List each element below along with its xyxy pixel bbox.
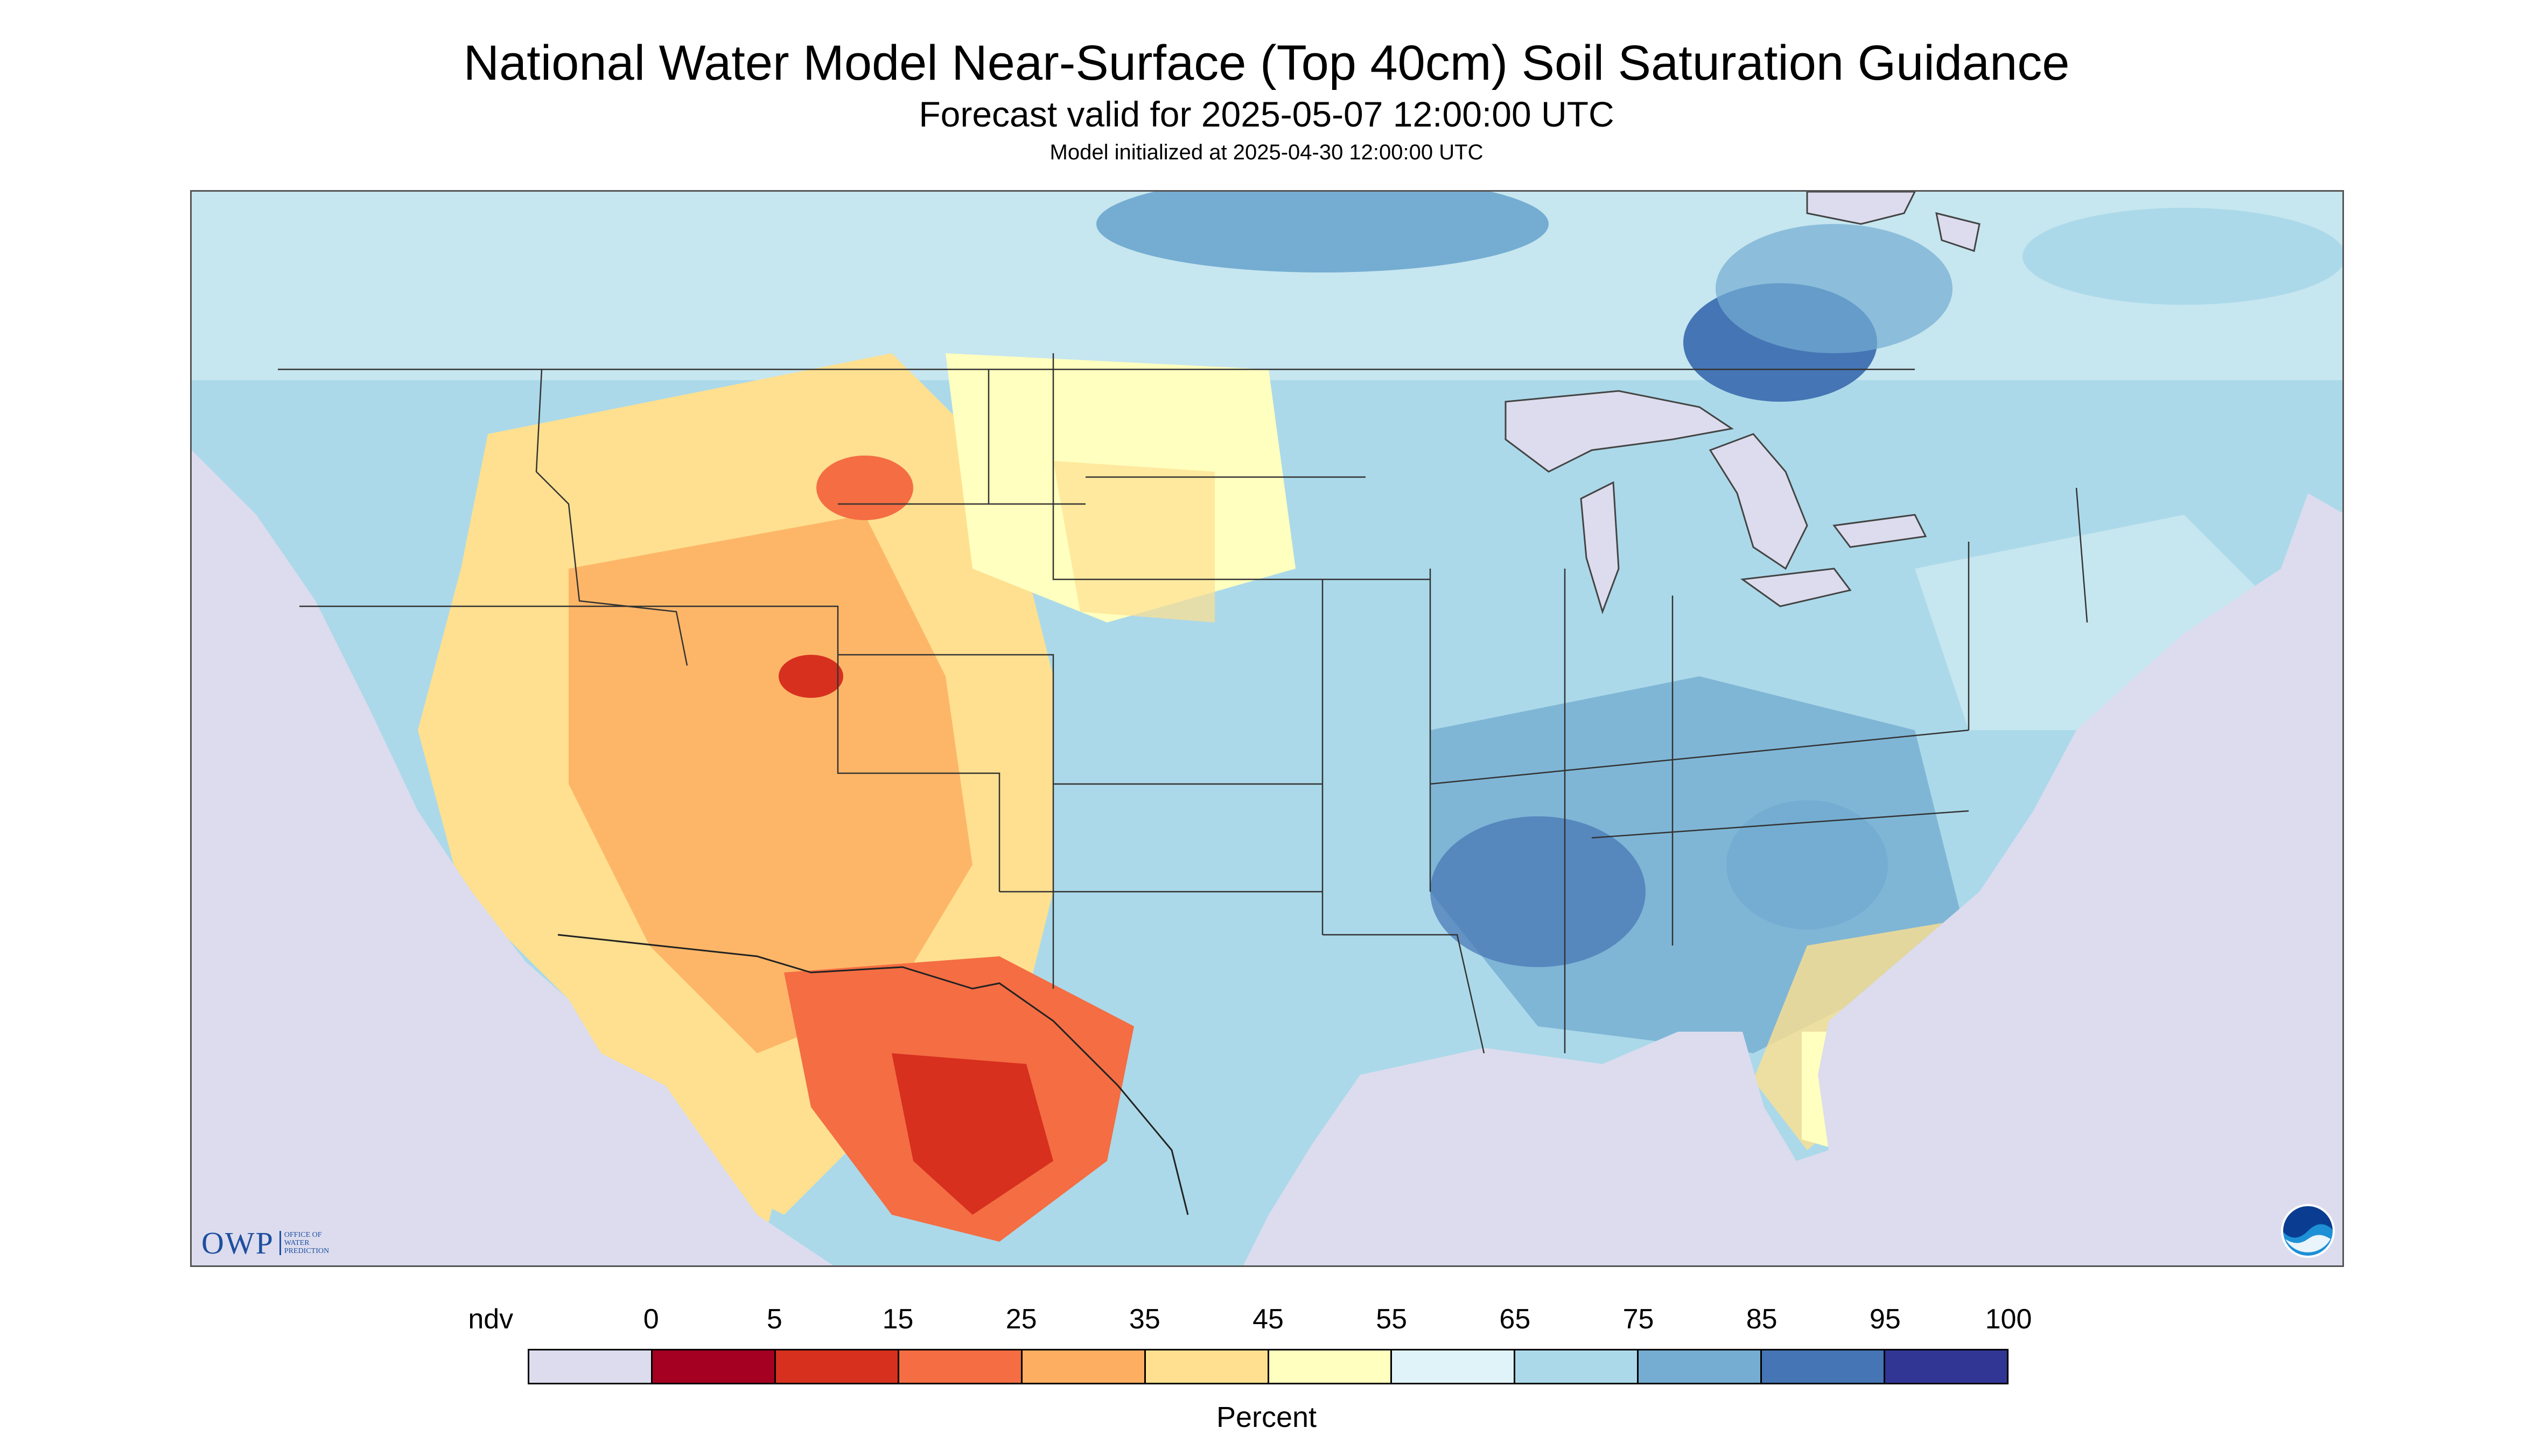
map-title: National Water Model Near-Surface (Top 4… — [463, 36, 2070, 90]
us-mexico-border — [557, 934, 1189, 1215]
legend-swatch — [1639, 1350, 1762, 1383]
color-legend-bar — [528, 1349, 2009, 1384]
map-canvas: OWP OFFICE OF WATER PREDICTION — [192, 192, 2342, 1265]
legend-tick-label: 5 — [766, 1304, 782, 1335]
legend-swatch — [775, 1350, 899, 1383]
forecast-valid-time: Forecast valid for 2025-05-07 12:00:00 U… — [919, 94, 1614, 134]
owp-logo: OWP OFFICE OF WATER PREDICTION — [201, 1225, 329, 1261]
great-lakes — [1505, 192, 1981, 614]
legend-swatch — [1885, 1350, 2007, 1383]
legend-swatch — [529, 1350, 653, 1383]
legend-tick-label: ndv — [468, 1304, 514, 1335]
legend-tick-label: 65 — [1499, 1304, 1531, 1335]
legend-tick-label: 95 — [1869, 1304, 1901, 1335]
legend-swatch — [1515, 1350, 1639, 1383]
owp-logo-text: OWP — [201, 1226, 274, 1261]
legend-tick-label: 25 — [1005, 1304, 1037, 1335]
legend-swatch — [1392, 1350, 1516, 1383]
legend-swatch — [1145, 1350, 1269, 1383]
legend-tick-label: 55 — [1376, 1304, 1408, 1335]
legend-unit-label: Percent — [1216, 1401, 1317, 1433]
legend-labels: ndv 0 5 15 25 35 45 55 65 75 85 95 100 — [0, 1303, 2533, 1341]
legend-tick-label: 100 — [1985, 1304, 2032, 1335]
legend-tick-label: 0 — [643, 1304, 659, 1335]
noaa-logo — [2281, 1204, 2335, 1258]
soil-saturation-map: OWP OFFICE OF WATER PREDICTION — [190, 190, 2344, 1267]
legend-swatch — [1022, 1350, 1146, 1383]
owp-logo-subtitle: OFFICE OF WATER PREDICTION — [279, 1231, 329, 1255]
legend-tick-label: 15 — [882, 1304, 914, 1335]
legend-tick-label: 75 — [1622, 1304, 1654, 1335]
legend-swatch — [899, 1350, 1023, 1383]
legend-swatch — [1269, 1350, 1393, 1383]
legend-tick-label: 35 — [1129, 1304, 1160, 1335]
legend-swatch — [1762, 1350, 1886, 1383]
legend-tick-label: 45 — [1252, 1304, 1284, 1335]
state-borders — [278, 353, 2088, 1054]
legend-tick-label: 85 — [1746, 1304, 1778, 1335]
model-init-time: Model initialized at 2025-04-30 12:00:00… — [1049, 141, 1484, 164]
legend-swatch — [652, 1350, 776, 1383]
